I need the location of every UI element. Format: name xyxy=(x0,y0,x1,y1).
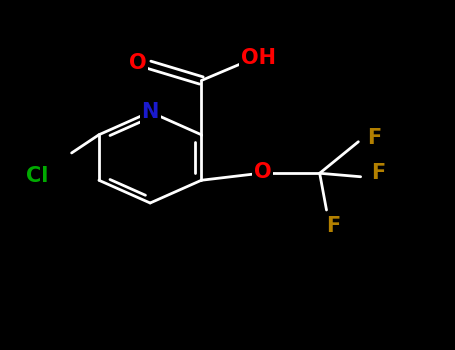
Text: OH: OH xyxy=(241,48,276,68)
Text: Cl: Cl xyxy=(26,166,49,186)
Text: O: O xyxy=(254,161,272,182)
Text: F: F xyxy=(371,163,385,183)
Text: F: F xyxy=(367,128,381,148)
Text: F: F xyxy=(326,216,340,236)
Text: O: O xyxy=(129,53,147,73)
Text: N: N xyxy=(142,102,159,122)
